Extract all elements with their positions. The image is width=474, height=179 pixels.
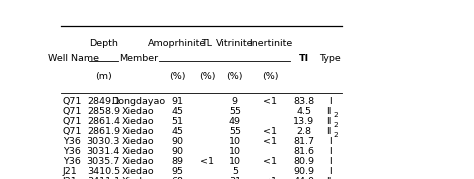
Text: 3411.1: 3411.1 [87,177,120,179]
Text: Type: Type [319,54,341,63]
Text: TL: TL [201,39,212,48]
Text: Xiedao: Xiedao [122,147,155,156]
Text: 80.9: 80.9 [293,157,314,166]
Text: Q71: Q71 [63,117,82,126]
Text: (%): (%) [199,72,215,81]
Text: Member: Member [118,54,158,63]
Text: I: I [329,147,332,156]
Text: Q71: Q71 [63,127,82,136]
Text: <1: <1 [264,97,277,106]
Text: 44.0: 44.0 [293,177,314,179]
Text: Dongdayao: Dongdayao [111,97,165,106]
Text: Xiedao: Xiedao [122,177,155,179]
Text: 3031.4: 3031.4 [87,147,120,156]
Text: 4.5: 4.5 [296,107,311,116]
Text: II: II [327,117,332,126]
Text: 2861.9: 2861.9 [87,127,120,136]
Text: I: I [329,137,332,146]
Text: (%): (%) [227,72,243,81]
Text: 10: 10 [229,147,241,156]
Text: Vitrinite: Vitrinite [216,39,254,48]
Text: 2: 2 [333,112,338,118]
Text: Amoprhinite: Amoprhinite [148,39,207,48]
Text: 91: 91 [172,97,183,106]
Text: 10: 10 [229,137,241,146]
Text: <1: <1 [264,157,277,166]
Text: 13.9: 13.9 [293,117,314,126]
Text: 3410.5: 3410.5 [87,167,120,176]
Text: 45: 45 [172,107,183,116]
Text: J21: J21 [63,177,78,179]
Text: Q71: Q71 [63,97,82,106]
Text: 55: 55 [229,127,241,136]
Text: I: I [329,157,332,166]
Text: (%): (%) [262,72,279,81]
Text: 10: 10 [229,157,241,166]
Text: Depth: Depth [89,39,118,48]
Text: 51: 51 [172,117,183,126]
Text: TI: TI [299,54,309,63]
Text: I: I [329,167,332,176]
Text: 2: 2 [333,122,338,128]
Text: <1: <1 [264,177,277,179]
Text: 55: 55 [229,107,241,116]
Text: <1: <1 [264,137,277,146]
Text: 5: 5 [232,167,238,176]
Text: 81.6: 81.6 [293,147,314,156]
Text: 90.9: 90.9 [293,167,314,176]
Text: Q71: Q71 [63,107,82,116]
Text: Xiedao: Xiedao [122,127,155,136]
Text: 2.8: 2.8 [296,127,311,136]
Text: 3035.7: 3035.7 [87,157,120,166]
Text: J21: J21 [63,167,78,176]
Text: 83.8: 83.8 [293,97,314,106]
Text: Xiedao: Xiedao [122,157,155,166]
Text: II: II [327,107,332,116]
Text: 2861.4: 2861.4 [87,117,120,126]
Text: 95: 95 [172,167,183,176]
Text: (%): (%) [169,72,186,81]
Text: 89: 89 [172,157,183,166]
Text: I: I [329,97,332,106]
Text: Inertinite: Inertinite [249,39,292,48]
Text: II: II [327,177,332,179]
Text: Xiedao: Xiedao [122,117,155,126]
Text: 81.7: 81.7 [293,137,314,146]
Text: Well Name: Well Name [48,54,100,63]
Text: 2849.1: 2849.1 [87,97,120,106]
Text: 68: 68 [172,177,183,179]
Text: (m): (m) [95,72,112,81]
Text: 45: 45 [172,127,183,136]
Text: 90: 90 [172,147,183,156]
Text: 2858.9: 2858.9 [87,107,120,116]
Text: <1: <1 [200,157,214,166]
Text: 31: 31 [229,177,241,179]
Text: 2: 2 [333,132,338,138]
Text: Y36: Y36 [63,137,81,146]
Text: Y36: Y36 [63,147,81,156]
Text: 90: 90 [172,137,183,146]
Text: 49: 49 [229,117,241,126]
Text: Xiedao: Xiedao [122,137,155,146]
Text: <1: <1 [264,127,277,136]
Text: 9: 9 [232,97,238,106]
Text: Xiedao: Xiedao [122,107,155,116]
Text: Y36: Y36 [63,157,81,166]
Text: II: II [327,127,332,136]
Text: 3030.3: 3030.3 [87,137,120,146]
Text: Xiedao: Xiedao [122,167,155,176]
